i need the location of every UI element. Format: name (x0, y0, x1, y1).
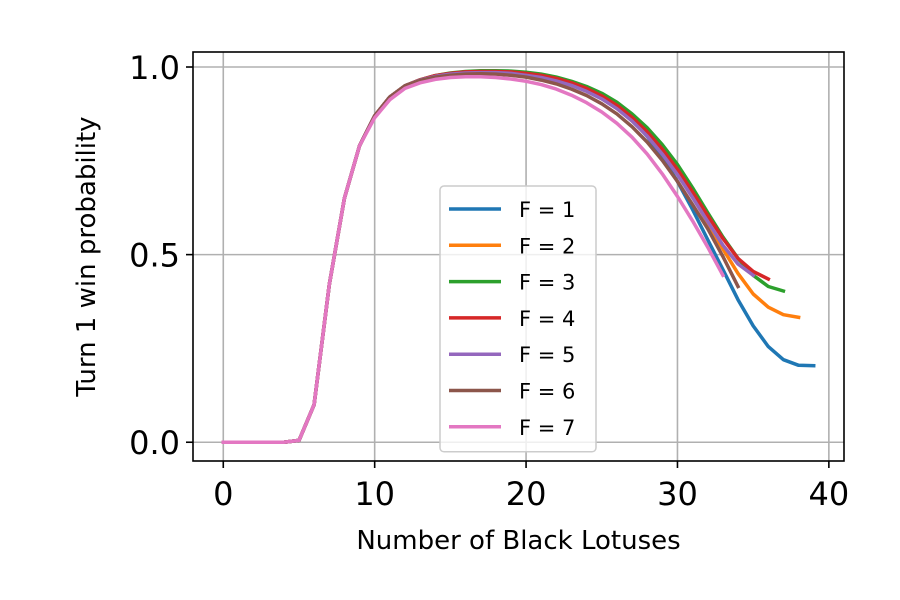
x-tick-label: 10 (354, 475, 395, 513)
y-tick-label: 0.0 (129, 424, 180, 462)
x-tick-label: 30 (657, 475, 698, 513)
legend-entry-label: F = 2 (519, 234, 575, 258)
y-tick-label: 1.0 (129, 49, 180, 87)
ticks-layer: 0 10 20 30 40 0.0 0.5 1.0 (129, 49, 849, 513)
series-layer (221, 69, 816, 444)
legend-entry-label: F = 6 (519, 380, 575, 404)
y-axis-label: Turn 1 win probability (72, 116, 102, 397)
legend-entry-label: F = 4 (519, 307, 575, 331)
legend-entry-label: F = 3 (519, 271, 575, 295)
x-tick-label: 20 (506, 475, 547, 513)
x-axis-label: Number of Black Lotuses (356, 526, 680, 556)
y-tick-label: 0.5 (129, 237, 180, 275)
legend-box (439, 185, 597, 453)
x-tick-label: 40 (809, 475, 850, 513)
plot-frame (192, 51, 845, 462)
legend-entry-label: F = 1 (519, 198, 575, 222)
x-tick-label: 0 (213, 475, 233, 513)
legend: F = 1 F = 2 F = 3 F = 4 F = 5 F = 6 F = 7 (439, 185, 597, 453)
series-line-7 (221, 75, 726, 444)
legend-entry-label: F = 5 (519, 343, 575, 367)
legend-entry-label: F = 7 (519, 416, 575, 440)
